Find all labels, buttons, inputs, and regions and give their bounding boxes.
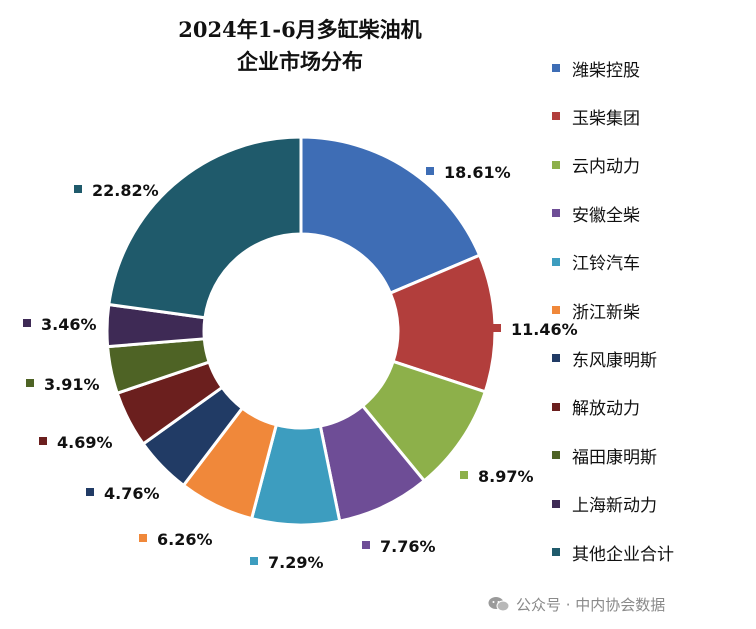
data-label: 18.61%: [444, 163, 511, 182]
legend-item: 浙江新柴: [552, 298, 640, 323]
legend-label: 东风康明斯: [572, 350, 657, 371]
legend-item: 上海新动力: [552, 492, 657, 516]
data-label-marker: [250, 557, 258, 565]
data-label: 22.82%: [92, 181, 159, 200]
wechat-icon: [488, 597, 510, 612]
data-label-group: 7.29%: [250, 553, 324, 572]
legend-item: 解放动力: [552, 395, 640, 419]
legend-label: 潍柴控股: [572, 60, 640, 81]
data-label: 7.76%: [380, 537, 436, 556]
legend-item: 云内动力: [552, 153, 640, 177]
data-label: 8.97%: [478, 467, 534, 486]
data-label-group: 18.61%: [426, 163, 511, 182]
legend-item: 福田康明斯: [552, 443, 657, 468]
data-label-group: 6.26%: [139, 530, 213, 549]
legend-swatch: [552, 306, 560, 314]
data-label-group: 3.91%: [26, 375, 100, 394]
data-label-group: 11.46%: [493, 320, 578, 339]
legend-swatch: [552, 548, 560, 556]
donut-slice: [107, 135, 303, 320]
data-label-group: 22.82%: [74, 181, 159, 200]
legend-label: 福田康明斯: [572, 447, 657, 468]
data-label-marker: [426, 167, 434, 175]
data-label-marker: [39, 437, 47, 445]
data-label-marker: [26, 379, 34, 387]
data-label-marker: [362, 541, 370, 549]
legend-swatch: [552, 112, 560, 121]
data-label: 7.29%: [268, 553, 324, 572]
legend-item: 玉柴集团: [552, 104, 640, 129]
watermark-text: 公众号 · 中内协会数据: [516, 595, 666, 614]
legend-label: 江铃汽车: [572, 254, 640, 275]
watermark: 公众号 · 中内协会数据: [488, 592, 665, 616]
data-label: 3.91%: [44, 375, 100, 394]
data-label: 3.46%: [41, 315, 97, 334]
chart-title-line2: 企业市场分布: [237, 49, 363, 74]
data-label-marker: [139, 534, 147, 542]
legend-swatch: [552, 64, 560, 72]
legend-swatch: [552, 160, 560, 169]
legend-swatch: [552, 257, 560, 266]
data-label-marker: [74, 185, 82, 193]
legend-label: 云内动力: [572, 157, 640, 178]
data-label-group: 7.76%: [362, 537, 436, 556]
legend-swatch: [552, 499, 560, 508]
data-label: 6.26%: [157, 530, 213, 549]
legend-label: 上海新动力: [572, 496, 657, 517]
legend-label: 安徽全柴: [572, 205, 640, 226]
legend-item: 东风康明斯: [552, 346, 657, 371]
legend-item: 潍柴控股: [552, 56, 640, 81]
data-label-group: 4.69%: [39, 433, 113, 452]
data-label-marker: [460, 471, 468, 479]
legend-item: 江铃汽车: [552, 250, 640, 274]
legend-label: 浙江新柴: [572, 302, 640, 323]
donut-slice: [299, 135, 482, 296]
data-label-group: 8.97%: [460, 467, 534, 486]
legend-label: 玉柴集团: [572, 108, 640, 129]
data-label-marker: [86, 488, 94, 496]
chart-title: 2024年1-6月多缸柴油机 企业市场分布: [120, 14, 480, 78]
data-label-group: 4.76%: [86, 484, 160, 503]
legend-swatch: [552, 402, 560, 411]
data-label: 4.76%: [104, 484, 160, 503]
data-label-marker: [493, 324, 501, 332]
legend-swatch: [552, 354, 560, 363]
legend-label: 其他企业合计: [572, 544, 674, 565]
data-label: 11.46%: [511, 320, 578, 339]
data-label-group: 3.46%: [23, 315, 97, 334]
legend-item: 其他企业合计: [552, 540, 674, 565]
data-label-marker: [23, 319, 31, 327]
data-label: 4.69%: [57, 433, 113, 452]
chart-title-line1: 2024年1-6月多缸柴油机: [178, 17, 422, 42]
legend-label: 解放动力: [572, 399, 640, 420]
legend-swatch: [552, 451, 560, 460]
legend-item: 安徽全柴: [552, 201, 640, 226]
legend-swatch: [552, 209, 560, 218]
